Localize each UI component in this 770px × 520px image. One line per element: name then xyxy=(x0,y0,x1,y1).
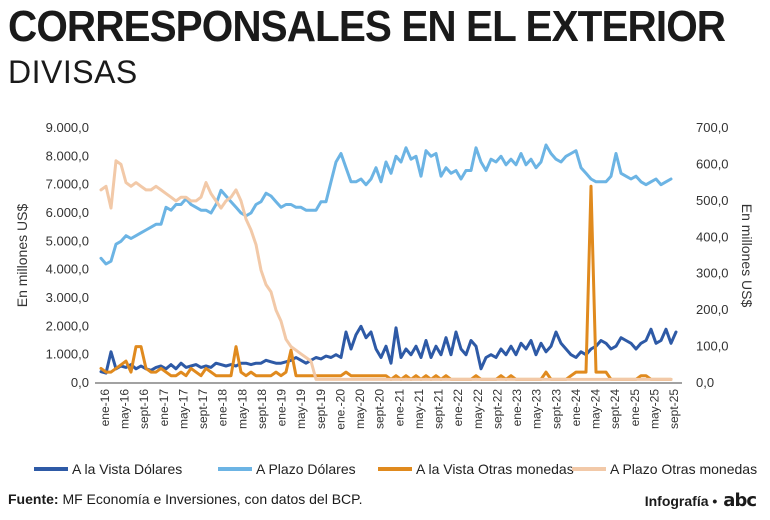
y-right-tick-label: 100,0 xyxy=(696,339,729,354)
x-tick-label: sept-24 xyxy=(608,389,622,429)
series-line-2 xyxy=(99,184,673,381)
x-tick-label: may-24 xyxy=(589,389,603,429)
y-right-tick-label: 0,0 xyxy=(696,375,714,390)
chart-title: CORRESPONSALES EN EL EXTERIOR xyxy=(8,2,726,51)
x-tick-label: sept-23 xyxy=(549,389,563,429)
source-label: Fuente: xyxy=(8,491,59,507)
x-tick-label: sept-16 xyxy=(137,389,151,429)
y-left-tick-label: 2.000,0 xyxy=(46,318,89,333)
chart-subtitle: DIVISAS xyxy=(8,54,138,90)
y-left-tick-label: 5.000,0 xyxy=(46,233,89,248)
x-tick-label: may-19 xyxy=(294,389,308,429)
y-left-tick-label: 0,0 xyxy=(71,375,89,390)
y-left-tick-label: 1.000,0 xyxy=(46,347,89,362)
y-left-tick-label: 8.000,0 xyxy=(46,148,89,163)
y-left-tick-label: 4.000,0 xyxy=(46,262,89,277)
x-tick-label: ene-23 xyxy=(510,389,524,427)
x-tick-label: ene-24 xyxy=(569,389,583,427)
x-tick-label: sept-19 xyxy=(314,389,328,429)
legend-label-2: A la Vista Otras monedas xyxy=(416,461,574,477)
y-right-tick-label: 600,0 xyxy=(696,156,729,171)
x-tick-label: ene-16 xyxy=(98,389,112,427)
legend-label-0: A la Vista Dólares xyxy=(72,461,182,477)
x-tick-label: sept-21 xyxy=(432,389,446,429)
y-left-tick-label: 6.000,0 xyxy=(46,205,89,220)
x-tick-label: may-17 xyxy=(176,389,190,429)
y-right-tick-label: 300,0 xyxy=(696,266,729,281)
x-tick-label: ene-17 xyxy=(157,389,171,427)
abc-logo: abc xyxy=(723,490,757,511)
x-tick-label: may-25 xyxy=(647,389,661,429)
x-tick-label: may-20 xyxy=(353,389,367,429)
y-right-tick-label: 700,0 xyxy=(696,120,729,135)
source-text: MF Economía e Inversiones, con datos del… xyxy=(62,491,363,507)
y-left-tick-label: 7.000,0 xyxy=(46,177,89,192)
credit: Infografía • abc xyxy=(644,490,757,511)
x-tick-label: may-18 xyxy=(235,389,249,429)
x-tick-label: ene-22 xyxy=(451,389,465,427)
x-tick-label: sept-20 xyxy=(373,389,387,429)
y-right-tick-label: 500,0 xyxy=(696,193,729,208)
y-left-axis-label: En millones US$ xyxy=(14,204,30,308)
x-tick-label: ene-18 xyxy=(216,389,230,427)
x-tick-label: may-16 xyxy=(118,389,132,429)
x-tick-label: ene-25 xyxy=(628,389,642,427)
series-line-3 xyxy=(99,159,673,381)
x-tick-label: ene-19 xyxy=(275,389,289,427)
x-tick-label: sept-25 xyxy=(667,389,681,429)
legend-label-1: A Plazo Dólares xyxy=(256,461,356,477)
x-tick-label: ene.-20 xyxy=(333,389,347,430)
series-line-0 xyxy=(99,324,678,375)
x-tick-label: sept-22 xyxy=(490,389,504,429)
credit-text: Infografía • xyxy=(644,492,718,509)
y-right-axis-label: En millones US$ xyxy=(739,204,755,308)
y-right-tick-label: 200,0 xyxy=(696,302,729,317)
y-left-tick-label: 3.000,0 xyxy=(46,290,89,305)
x-tick-label: sept-18 xyxy=(255,389,269,429)
x-tick-label: sept-17 xyxy=(196,389,210,429)
source-note: Fuente: MF Economía e Inversiones, con d… xyxy=(8,491,363,507)
legend-label-3: A Plazo Otras monedas xyxy=(610,461,757,477)
x-tick-label: may-22 xyxy=(471,389,485,429)
x-tick-label: ene-21 xyxy=(392,389,406,427)
y-right-tick-label: 400,0 xyxy=(696,229,729,244)
x-tick-label: may-21 xyxy=(412,389,426,429)
y-left-tick-label: 9.000,0 xyxy=(46,120,89,135)
series-line-1 xyxy=(99,143,673,266)
x-tick-label: may-23 xyxy=(530,389,544,429)
